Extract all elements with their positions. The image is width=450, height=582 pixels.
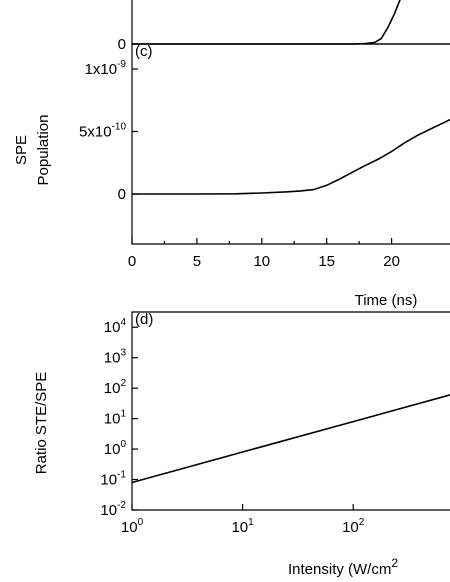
y-tick-label: 104 xyxy=(104,317,127,336)
x-axis-label: Time (ns) xyxy=(355,292,418,309)
y-tick-label-exponent: 3 xyxy=(120,348,126,359)
axis-frame xyxy=(131,311,450,511)
y-tick-label-base: 10 xyxy=(100,472,117,489)
panel-label: (d) xyxy=(135,311,153,328)
y-tick-label-base: 10 xyxy=(104,441,121,458)
x-tick-label-exponent: 2 xyxy=(359,517,365,528)
x-tick-label: 101 xyxy=(231,517,254,536)
y-tick-label: 0 xyxy=(118,186,126,203)
panel-label: (c) xyxy=(135,43,153,60)
data-line xyxy=(132,0,401,45)
x-tick-label-exponent: 1 xyxy=(248,517,254,528)
data-line xyxy=(132,118,450,195)
y-tick-label-base: 10 xyxy=(104,411,121,428)
x-tick-label: 15 xyxy=(318,253,335,270)
y-axis-label: Ratio STE/SPE xyxy=(33,372,50,475)
x-axis-label: Intensity (W/cm2 xyxy=(288,556,398,578)
y-tick-label: 102 xyxy=(104,378,127,397)
y-tick-label: 103 xyxy=(104,348,127,367)
x-tick-label: 20 xyxy=(383,253,400,270)
y-axis-label: SPE xyxy=(13,135,30,165)
y-tick-label-base: 10 xyxy=(104,380,121,397)
y-tick-label-base: 10 xyxy=(104,350,121,367)
y-tick-label: 0 xyxy=(118,36,126,53)
y-tick-label: 10-2 xyxy=(100,500,126,519)
axis-frame xyxy=(131,0,450,45)
x-tick-label-base: 10 xyxy=(121,519,138,536)
x-axis-label-exponent: 2 xyxy=(391,556,398,570)
x-tick-label: 102 xyxy=(342,517,365,536)
y-tick-label-base: 5x10 xyxy=(79,124,112,141)
x-axis-label-base: Intensity (W/cm xyxy=(288,561,391,578)
y-tick-label-exponent: -2 xyxy=(117,500,126,511)
y-tick-label: 100 xyxy=(104,439,127,458)
y-tick-label-exponent: -10 xyxy=(112,122,127,133)
y-tick-label-base: 10 xyxy=(104,319,121,336)
y-tick-label-exponent: -9 xyxy=(117,59,126,70)
x-tick-label-exponent: 0 xyxy=(138,517,144,528)
x-tick-label: 10 xyxy=(253,253,270,270)
y-axis-label: Population xyxy=(35,115,52,186)
x-tick-label-base: 10 xyxy=(342,519,359,536)
axis-frame xyxy=(131,43,450,245)
y-tick-label-base: 10 xyxy=(100,502,117,519)
y-tick-label-exponent: -1 xyxy=(117,470,126,481)
y-tick-label: 101 xyxy=(104,409,127,428)
x-tick-label: 100 xyxy=(121,517,144,536)
y-tick-label: 10-1 xyxy=(100,470,126,489)
y-tick-label-exponent: 1 xyxy=(120,409,126,420)
y-tick-label-exponent: 2 xyxy=(120,378,126,389)
x-tick-label: 5 xyxy=(193,253,201,270)
y-tick-label-exponent: 0 xyxy=(120,439,126,450)
y-tick-label-exponent: 4 xyxy=(120,317,126,328)
y-tick-label-base: 1x10 xyxy=(85,61,118,78)
y-tick-label: 5x10-10 xyxy=(79,122,126,141)
data-line xyxy=(131,394,450,484)
y-tick-label: 1x10-9 xyxy=(85,59,127,78)
x-tick-label-base: 10 xyxy=(231,519,248,536)
x-tick-label: 0 xyxy=(128,253,136,270)
